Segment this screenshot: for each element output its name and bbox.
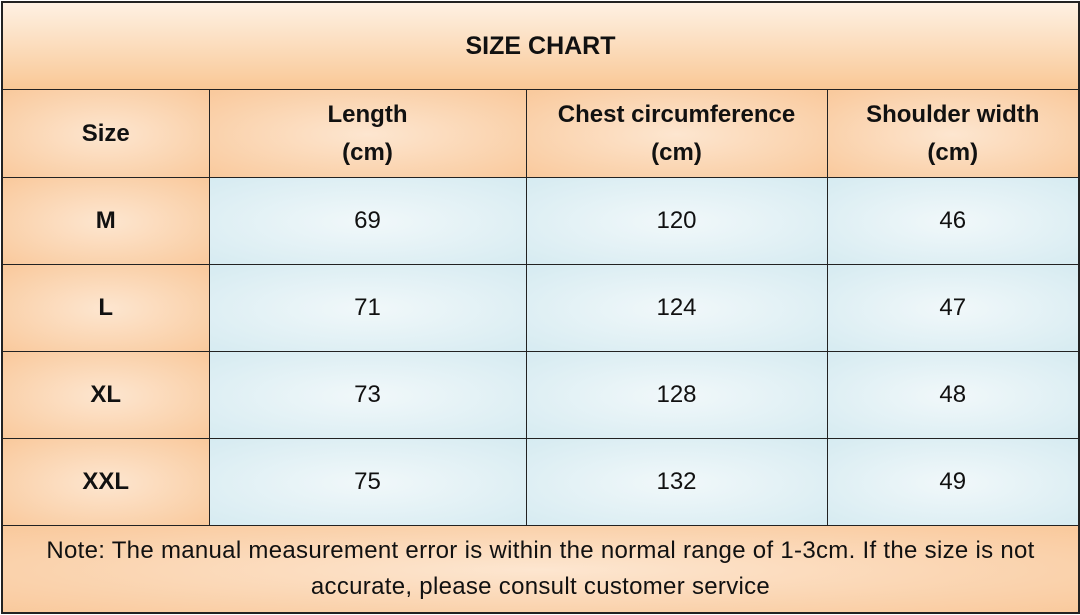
value-cell: 46 [826,177,1080,265]
value-cell: 120 [525,177,828,265]
value-cell: 71 [208,264,527,352]
note: Note: The manual measurement error is wi… [1,525,1080,614]
value-cell: 124 [525,264,828,352]
value-cell: 128 [525,351,828,439]
value-cell: 73 [208,351,527,439]
size-cell: XL [1,351,210,439]
header-cell: Shoulder width (cm) [826,89,1080,178]
header-line: (cm) [342,138,393,166]
table-body: M 69 120 46 L 71 124 47 XL 73 128 48 XXL 75 132 49 [1,177,1080,526]
header-line: Length [327,100,408,128]
value-cell: 48 [826,351,1080,439]
header-cell: Length (cm) [208,89,527,178]
header-row: Size Length (cm) Chest circumference (cm) Sho… [1,89,1080,178]
header-line: Chest circumference [557,100,796,128]
size-cell: L [1,264,210,352]
data-row: L 71 124 47 [1,264,1080,352]
data-row: M 69 120 46 [1,177,1080,265]
header-line: (cm) [651,138,702,166]
header-line: (cm) [927,138,979,166]
data-row: XXL 75 132 49 [1,438,1080,526]
header-cell: Size [1,89,210,178]
header-line: Shoulder width [866,100,1040,128]
header-line: Size [81,119,130,147]
value-cell: 49 [826,438,1080,526]
size-cell: XXL [1,438,210,526]
value-cell: 47 [826,264,1080,352]
table-title: SIZE CHART [1,1,1080,90]
header-cell: Chest circumference (cm) [525,89,828,178]
data-row: XL 73 128 48 [1,351,1080,439]
value-cell: 132 [525,438,828,526]
size-cell: M [1,177,210,265]
value-cell: 75 [208,438,527,526]
value-cell: 69 [208,177,527,265]
